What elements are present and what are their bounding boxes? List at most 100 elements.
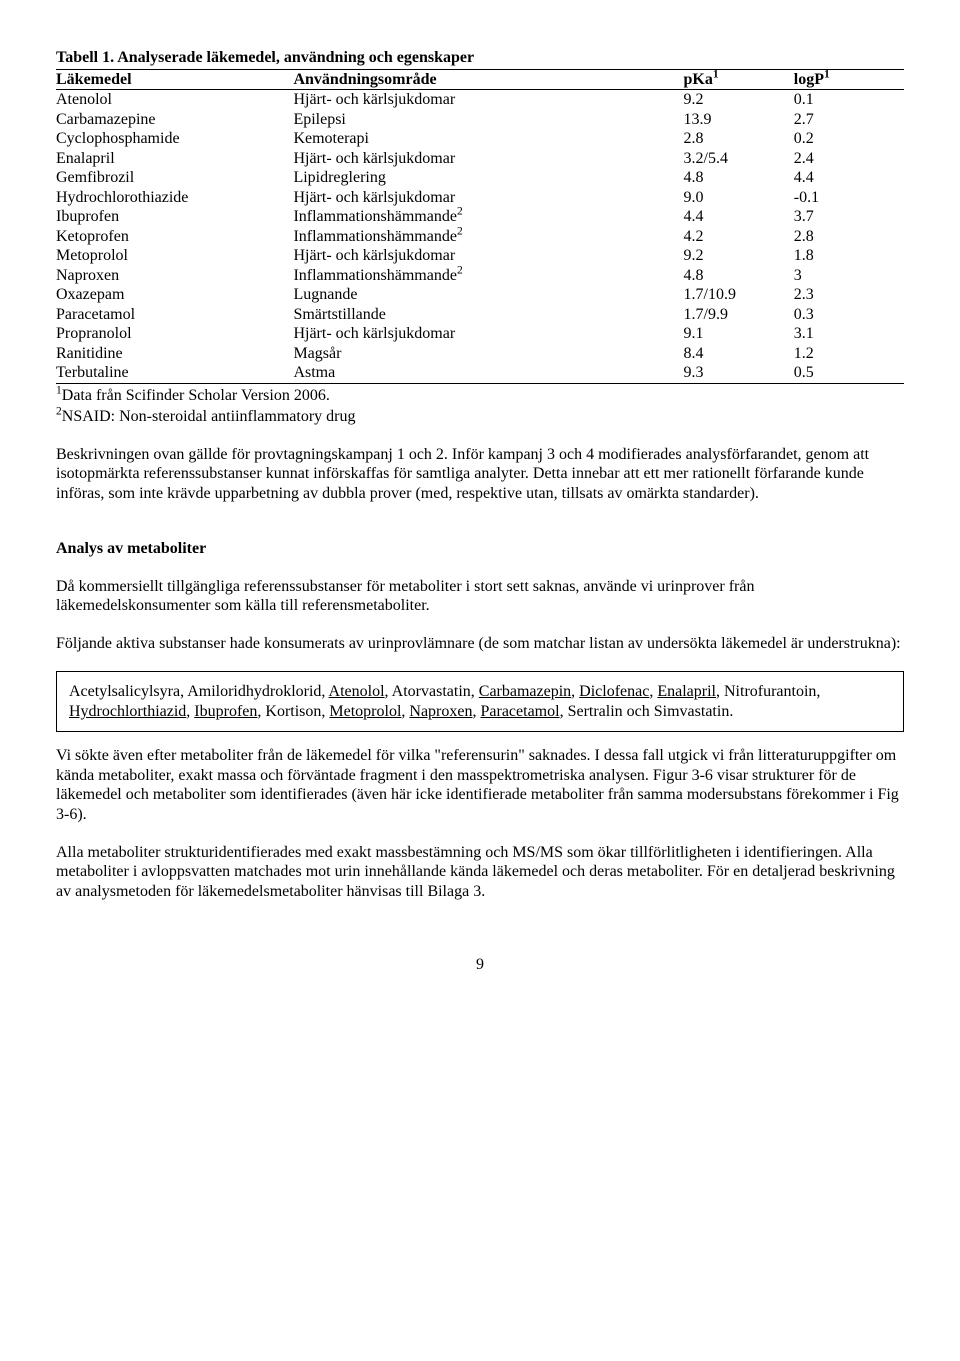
cell-use: Hjärt- och kärlsjukdomar — [293, 324, 683, 344]
cell-use: Inflammationshämmande2 — [293, 227, 683, 247]
cell-name: Ibuprofen — [56, 207, 293, 227]
table-row: TerbutalineAstma9.30.5 — [56, 363, 904, 383]
cell-logp: 2.4 — [794, 149, 904, 169]
cell-logp: 2.8 — [794, 227, 904, 247]
cell-name: Propranolol — [56, 324, 293, 344]
cell-pka: 9.1 — [684, 324, 794, 344]
substance-item: Kortison — [265, 703, 321, 720]
cell-logp: 0.5 — [794, 363, 904, 383]
substance-item: Nitrofurantoin — [724, 683, 816, 700]
cell-pka: 8.4 — [684, 344, 794, 364]
cell-logp: 3.1 — [794, 324, 904, 344]
cell-pka: 1.7/9.9 — [684, 305, 794, 325]
cell-pka: 9.2 — [684, 246, 794, 266]
cell-pka: 9.0 — [684, 188, 794, 208]
paragraph-2: Då kommersiellt tillgängliga referenssub… — [56, 577, 904, 616]
data-table: Läkemedel Användningsområde pKa1 logP1 A… — [56, 69, 904, 384]
substance-item: Acetylsalicylsyra — [69, 683, 180, 700]
cell-use: Kemoterapi — [293, 129, 683, 149]
th-pka: pKa1 — [684, 69, 794, 90]
th-use: Användningsområde — [293, 69, 683, 90]
cell-logp: 1.2 — [794, 344, 904, 364]
paragraph-1: Beskrivningen ovan gällde för provtagnin… — [56, 445, 904, 504]
paragraph-3: Följande aktiva substanser hade konsumer… — [56, 634, 904, 654]
section-heading: Analys av metaboliter — [56, 539, 904, 559]
th-name: Läkemedel — [56, 69, 293, 90]
cell-name: Gemfibrozil — [56, 168, 293, 188]
cell-use: Astma — [293, 363, 683, 383]
table-row: HydrochlorothiazideHjärt- och kärlsjukdo… — [56, 188, 904, 208]
substance-item: Atorvastatin — [392, 683, 471, 700]
cell-use: Hjärt- och kärlsjukdomar — [293, 149, 683, 169]
cell-pka: 4.8 — [684, 168, 794, 188]
cell-logp: -0.1 — [794, 188, 904, 208]
cell-name: Enalapril — [56, 149, 293, 169]
table-row: CarbamazepineEpilepsi13.92.7 — [56, 110, 904, 130]
cell-pka: 4.2 — [684, 227, 794, 247]
th-logp: logP1 — [794, 69, 904, 90]
cell-pka: 2.8 — [684, 129, 794, 149]
table-row: ParacetamolSmärtstillande1.7/9.90.3 — [56, 305, 904, 325]
cell-name: Ranitidine — [56, 344, 293, 364]
cell-pka: 4.4 — [684, 207, 794, 227]
table-row: IbuprofenInflammationshämmande24.43.7 — [56, 207, 904, 227]
cell-name: Carbamazepine — [56, 110, 293, 130]
cell-logp: 3.7 — [794, 207, 904, 227]
substances-box: Acetylsalicylsyra, Amiloridhydroklorid, … — [56, 671, 904, 732]
page-number: 9 — [56, 955, 904, 975]
cell-pka: 9.3 — [684, 363, 794, 383]
cell-logp: 4.4 — [794, 168, 904, 188]
cell-use: Hjärt- och kärlsjukdomar — [293, 188, 683, 208]
substance-item: Naproxen — [409, 703, 472, 720]
table-row: PropranololHjärt- och kärlsjukdomar9.13.… — [56, 324, 904, 344]
cell-logp: 0.2 — [794, 129, 904, 149]
substance-item: Carbamazepin — [479, 683, 571, 700]
table-row: GemfibrozilLipidreglering4.84.4 — [56, 168, 904, 188]
cell-pka: 13.9 — [684, 110, 794, 130]
table-row: AtenololHjärt- och kärlsjukdomar9.20.1 — [56, 90, 904, 110]
footnote-2: 2NSAID: Non-steroidal antiinflammatory d… — [56, 407, 904, 427]
table-row: RanitidineMagsår8.41.2 — [56, 344, 904, 364]
cell-pka: 4.8 — [684, 266, 794, 286]
cell-logp: 3 — [794, 266, 904, 286]
cell-name: Naproxen — [56, 266, 293, 286]
paragraph-4: Vi sökte även efter metaboliter från de … — [56, 746, 904, 824]
cell-logp: 2.7 — [794, 110, 904, 130]
table-row: MetoprololHjärt- och kärlsjukdomar9.21.8 — [56, 246, 904, 266]
substance-item: Atenolol — [329, 683, 385, 700]
cell-use: Lugnande — [293, 285, 683, 305]
cell-name: Paracetamol — [56, 305, 293, 325]
substance-item: Sertralin — [568, 703, 623, 720]
table-row: NaproxenInflammationshämmande24.83 — [56, 266, 904, 286]
cell-name: Hydrochlorothiazide — [56, 188, 293, 208]
cell-logp: 2.3 — [794, 285, 904, 305]
cell-name: Oxazepam — [56, 285, 293, 305]
substance-item: Paracetamol — [480, 703, 559, 720]
cell-use: Magsår — [293, 344, 683, 364]
cell-use: Inflammationshämmande2 — [293, 266, 683, 286]
substance-item: Simvastatin — [654, 703, 730, 720]
cell-use: Hjärt- och kärlsjukdomar — [293, 90, 683, 110]
cell-name: Metoprolol — [56, 246, 293, 266]
cell-logp: 1.8 — [794, 246, 904, 266]
cell-pka: 1.7/10.9 — [684, 285, 794, 305]
table-row: EnalaprilHjärt- och kärlsjukdomar3.2/5.4… — [56, 149, 904, 169]
substance-item: Metoprolol — [329, 703, 401, 720]
cell-logp: 0.1 — [794, 90, 904, 110]
cell-use: Epilepsi — [293, 110, 683, 130]
cell-pka: 3.2/5.4 — [684, 149, 794, 169]
table-header-row: Läkemedel Användningsområde pKa1 logP1 — [56, 69, 904, 90]
cell-pka: 9.2 — [684, 90, 794, 110]
substance-item: Amiloridhydroklorid — [187, 683, 321, 700]
cell-name: Terbutaline — [56, 363, 293, 383]
cell-name: Cyclophosphamide — [56, 129, 293, 149]
cell-use: Lipidreglering — [293, 168, 683, 188]
substance-item: Enalapril — [657, 683, 716, 700]
substance-item: Diclofenac — [579, 683, 649, 700]
substance-item: Hydrochlorthiazid — [69, 703, 186, 720]
cell-use: Inflammationshämmande2 — [293, 207, 683, 227]
footnote-1: 1Data från Scifinder Scholar Version 200… — [56, 386, 904, 406]
cell-logp: 0.3 — [794, 305, 904, 325]
paragraph-5: Alla metaboliter strukturidentifierades … — [56, 843, 904, 902]
cell-name: Ketoprofen — [56, 227, 293, 247]
